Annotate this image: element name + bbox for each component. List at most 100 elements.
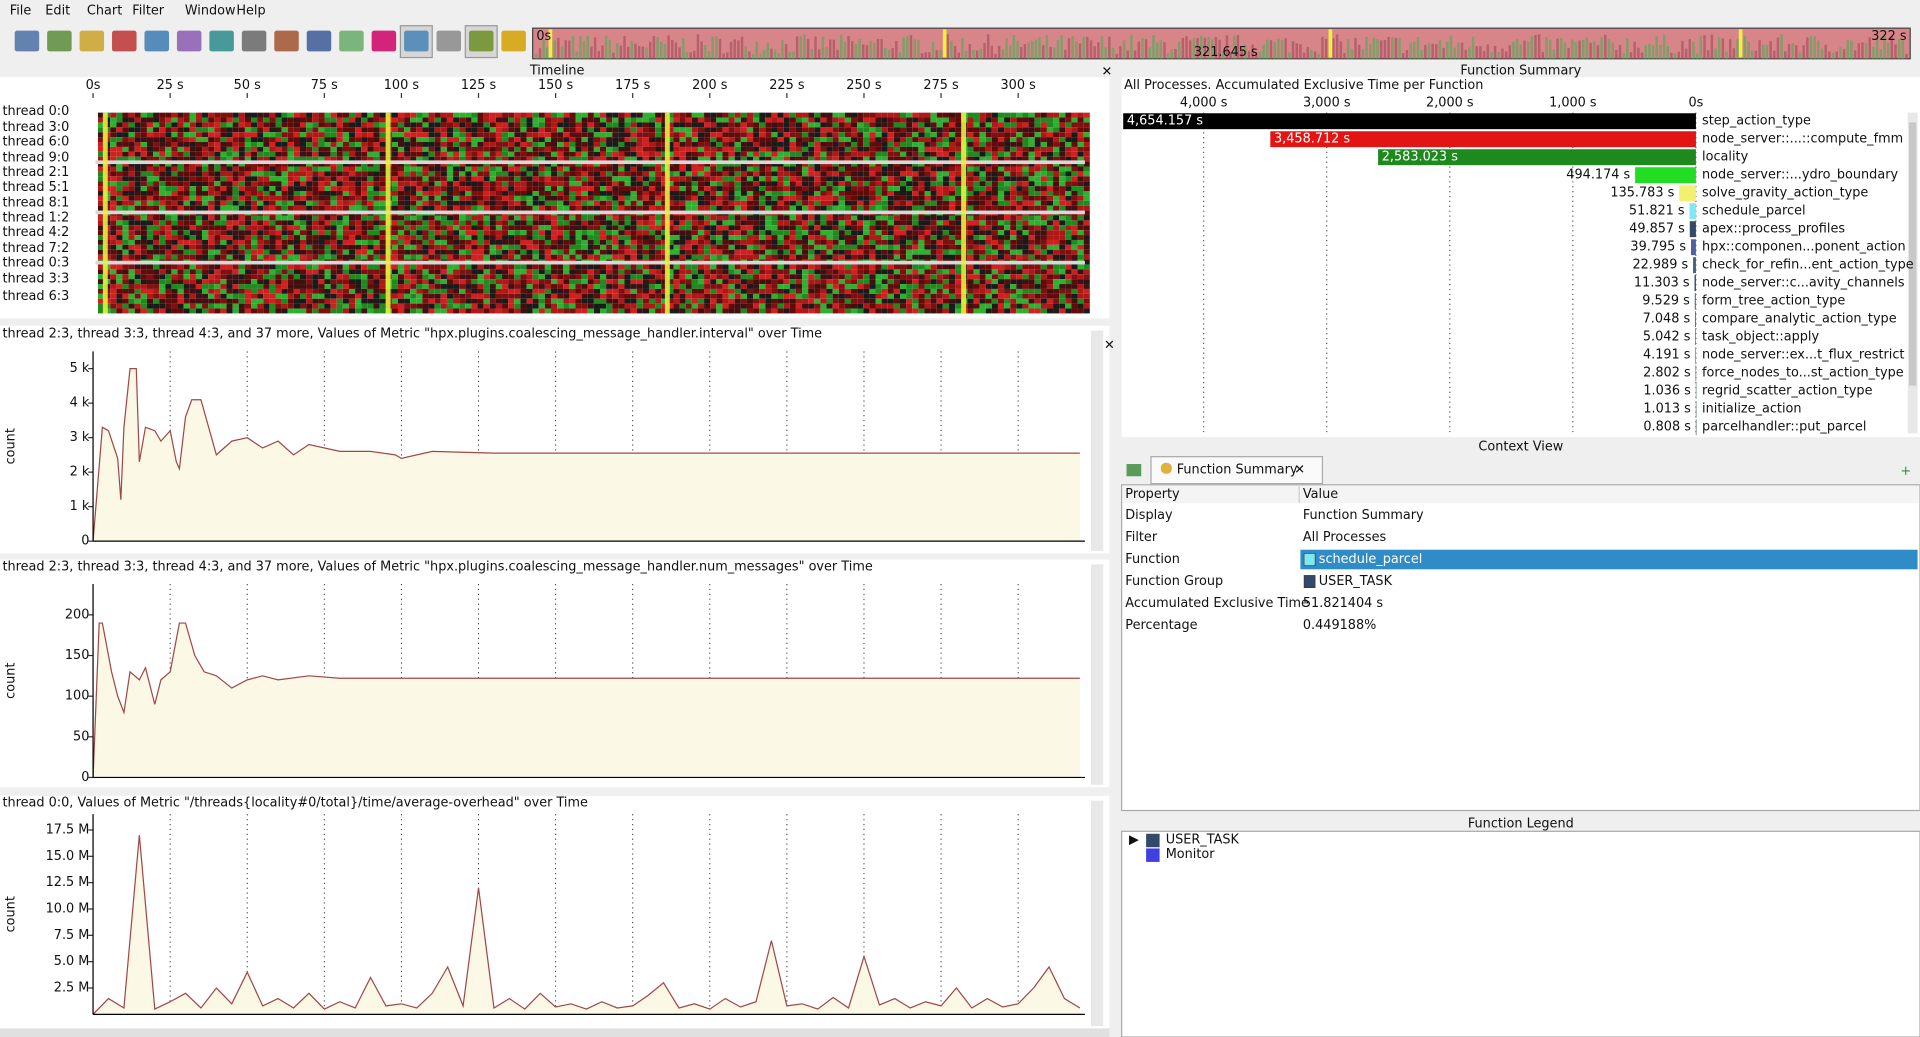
heatmap-cell [857,176,864,182]
menu-item[interactable]: Help [236,4,265,19]
heatmap-cell [593,239,600,245]
heatmap-cell [300,181,307,187]
heatmap-cell [808,122,815,128]
heatmap-cell [453,195,460,201]
overview-noise-bar [1629,52,1633,59]
heatmap-cell [936,112,943,118]
heatmap-cell [569,166,576,172]
heatmap-cell [459,235,466,240]
overview-noise-bar [1200,35,1203,59]
h-scrollbar[interactable] [0,1028,1110,1037]
toolbar-icon[interactable] [112,30,137,52]
toolbar-icon[interactable] [306,30,332,52]
toolbar-icon[interactable] [371,30,397,52]
add-tab[interactable]: + [1900,464,1911,479]
heatmap-cell [140,215,147,221]
heatmap-cell [557,235,564,240]
heatmap-cell [581,230,588,236]
scrollbar[interactable] [1091,330,1104,551]
heatmap-cell [128,225,135,231]
toolbar-icon[interactable] [339,30,364,52]
heatmap-cell [759,171,766,177]
toolbar-icon[interactable] [241,30,267,52]
heatmap-cell [857,171,864,177]
overview-noise-bar [1464,49,1467,59]
overview-strip[interactable] [532,27,1911,60]
toolbar-icon[interactable] [404,30,429,52]
scrollbar[interactable] [1091,800,1104,1026]
heatmap-cell [404,137,411,143]
toolbar-icon[interactable] [274,30,299,52]
heatmap-cell [361,200,368,206]
heatmap-cell [220,122,227,128]
heatmap-cell [1059,186,1066,191]
heatmap-cell [520,195,527,201]
toolbar-icon[interactable] [436,30,462,52]
heatmap-cell [679,127,686,133]
tab-close[interactable]: ✕ [1294,463,1305,478]
heatmap-cell [942,235,949,240]
view-icon[interactable] [1126,464,1142,477]
menu-item[interactable]: Chart [87,4,122,19]
menu-item[interactable]: Window [185,4,236,19]
menu-item[interactable]: File [10,4,32,19]
overview-noise-bar [1519,44,1523,59]
heatmap-cell [844,215,852,221]
toolbar-icon[interactable] [501,30,526,52]
heatmap-cell [973,195,980,201]
heatmap-cell [489,186,496,191]
overview-noise-bar [1699,36,1703,59]
heatmap-cell [336,142,343,147]
toolbar-icon[interactable] [79,30,105,52]
heatmap-cell [593,171,600,177]
heatmap-cell [991,122,998,128]
heatmap-cell [336,230,343,236]
heatmap-cell [679,132,686,138]
tab-label[interactable]: Function Summary [1177,463,1298,478]
heatmap-cell [795,142,803,147]
heatmap-cell [520,142,527,147]
heatmap-cell [502,225,509,231]
close-button[interactable]: ✕ [1104,338,1115,353]
heatmap-cell [912,166,919,172]
heatmap-cell [257,190,264,196]
heatmap-cell [581,205,588,211]
heatmap-cell [312,190,319,196]
overview-noise-bar [950,40,953,59]
heatmap-cell [1059,205,1066,211]
heatmap-cell [269,239,276,245]
heatmap-cell [128,195,135,201]
menu-item[interactable]: Edit [45,4,70,19]
heatmap-cell [1010,205,1017,211]
heatmap-cell [404,122,411,128]
heatmap-cell [728,239,735,245]
heatmap-cell [189,239,196,245]
overview-noise-bar [1008,45,1012,59]
heatmap-cell [477,244,484,250]
heatmap-cell [948,195,956,201]
toolbar-icon[interactable] [14,30,40,52]
heatmap-cell [440,215,447,221]
legend-swatch [1146,848,1160,862]
tree-expander[interactable]: ▶ [1129,832,1139,847]
tab[interactable] [1150,456,1324,485]
heatmap-cell [361,122,368,128]
heatmap-cell [306,225,313,231]
menu-item[interactable]: Filter [132,4,165,19]
heatmap-cell [257,127,264,133]
toolbar-icon[interactable] [176,30,202,52]
heatmap-cell [404,132,411,138]
overview-noise-bar [685,51,689,59]
toolbar-icon[interactable] [468,30,494,52]
toolbar-icon[interactable] [209,30,234,52]
toolbar-icon[interactable] [47,30,72,52]
scrollbar[interactable] [1091,564,1104,785]
scroll-thumb[interactable] [1908,122,1917,386]
toolbar-icon[interactable] [144,30,169,52]
close-button[interactable]: ✕ [1102,65,1113,80]
heatmap-cell [1010,230,1017,236]
heatmap-cell [404,151,411,157]
heatmap-cell [189,142,196,147]
heatmap-cell [667,181,674,187]
heatmap-cell [593,230,600,236]
